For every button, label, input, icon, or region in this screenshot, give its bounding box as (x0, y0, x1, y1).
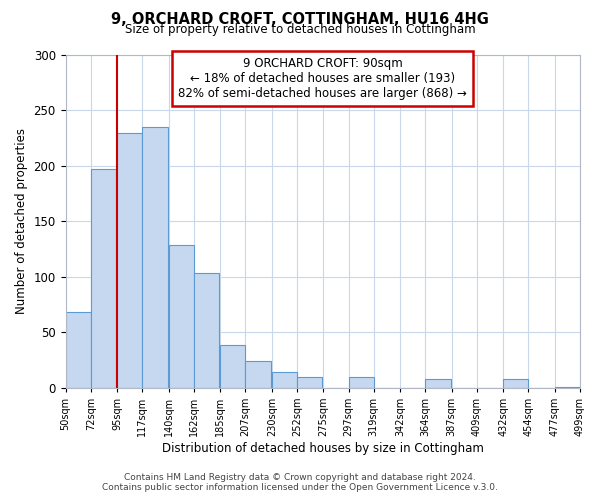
Y-axis label: Number of detached properties: Number of detached properties (15, 128, 28, 314)
Bar (169, 245, 194, 388)
Bar (220, 344, 245, 388)
Bar (555, 387, 580, 388)
Bar (117, 132, 142, 388)
Bar (245, 362, 271, 388)
Text: 9 ORCHARD CROFT: 90sqm
← 18% of detached houses are smaller (193)
82% of semi-de: 9 ORCHARD CROFT: 90sqm ← 18% of detached… (178, 56, 467, 100)
Text: Size of property relative to detached houses in Cottingham: Size of property relative to detached ho… (125, 22, 475, 36)
X-axis label: Distribution of detached houses by size in Cottingham: Distribution of detached houses by size … (162, 442, 484, 455)
Text: Contains HM Land Registry data © Crown copyright and database right 2024.
Contai: Contains HM Land Registry data © Crown c… (102, 473, 498, 492)
Bar (65, 312, 91, 388)
Bar (503, 379, 529, 388)
Bar (349, 377, 374, 388)
Text: 9, ORCHARD CROFT, COTTINGHAM, HU16 4HG: 9, ORCHARD CROFT, COTTINGHAM, HU16 4HG (111, 12, 489, 28)
Bar (297, 377, 322, 388)
Bar (142, 127, 167, 388)
Bar (425, 379, 451, 388)
Bar (91, 170, 116, 388)
Bar (272, 372, 297, 388)
Bar (194, 272, 219, 388)
